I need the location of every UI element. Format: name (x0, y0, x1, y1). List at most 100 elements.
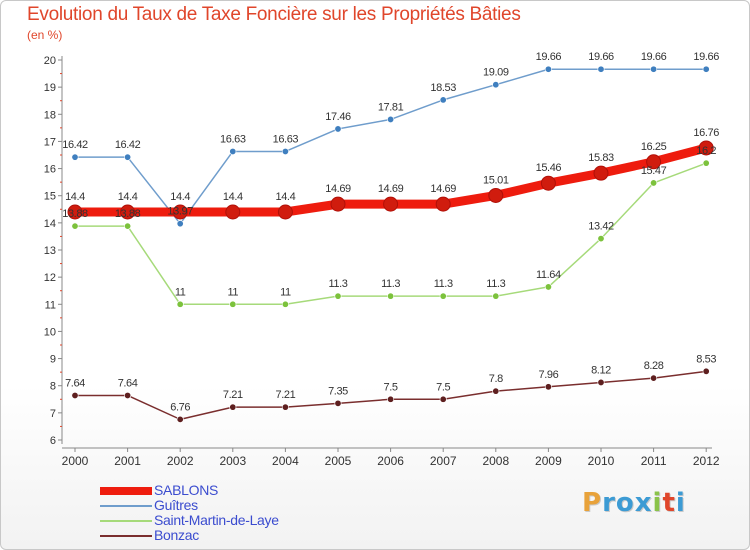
data-label-saint-martin-de-laye: 11.3 (434, 278, 453, 290)
data-point-sablons (488, 187, 504, 203)
x-tick-label: 2008 (482, 454, 509, 468)
data-point-sablons (330, 196, 346, 212)
legend-swatch-bonzac (100, 535, 152, 537)
line-chart: 6 7 8 9 10 11 12 13 14 15 16 17 18 19 20 2000 2001 2002 20… (44, 51, 720, 468)
y-tick-label: 9 (50, 354, 56, 366)
data-point-sablons (383, 196, 399, 212)
y-tick-label: 7 (50, 408, 56, 420)
data-point-bonzac (544, 383, 552, 391)
data-point-guitres (597, 65, 605, 73)
data-point-bonzac (387, 395, 395, 403)
y-tick-label: 11 (45, 299, 56, 311)
data-label-sablons: 15.46 (536, 162, 562, 174)
legend-swatch-sablons (100, 487, 152, 495)
data-point-saint-martin-de-laye (176, 300, 184, 308)
y-tick-label: 12 (44, 272, 56, 284)
y-tick-label: 19 (44, 82, 56, 94)
data-label-guitres: 18.53 (430, 82, 456, 94)
data-label-bonzac: 6.76 (170, 401, 190, 413)
data-point-guitres (439, 96, 447, 104)
data-label-saint-martin-de-laye: 11.3 (486, 278, 505, 290)
data-point-guitres (492, 81, 500, 89)
x-tick-label: 2003 (219, 454, 246, 468)
data-point-guitres (702, 65, 710, 73)
y-tick-label: 17 (44, 136, 56, 148)
brand-logo-letter: P (582, 488, 603, 518)
data-label-bonzac: 7.21 (223, 389, 243, 401)
data-label-guitres: 16.42 (62, 139, 88, 151)
brand-logo-letter: t (662, 488, 676, 518)
data-point-bonzac (597, 378, 605, 386)
data-point-sablons (225, 204, 241, 220)
data-point-saint-martin-de-laye (71, 222, 79, 230)
data-point-bonzac (702, 367, 710, 375)
brand-logo: Proxiti (582, 488, 686, 518)
data-label-guitres: 13.97 (167, 206, 193, 218)
data-label-saint-martin-de-laye: 11 (227, 286, 238, 298)
data-label-saint-martin-de-laye: 11 (175, 286, 186, 298)
data-label-saint-martin-de-laye: 11 (280, 286, 291, 298)
data-label-saint-martin-de-laye: 11.3 (381, 278, 400, 290)
data-label-sablons: 14.69 (430, 183, 456, 195)
data-label-sablons: 14.69 (378, 183, 404, 195)
legend-label: Guîtres (154, 497, 198, 513)
data-point-sablons (593, 165, 609, 181)
legend-item-bonzac: Bonzac (100, 527, 360, 543)
data-label-sablons: 14.4 (223, 191, 243, 203)
y-tick-label: 10 (44, 326, 56, 338)
data-point-guitres (229, 147, 237, 155)
x-tick-label: 2004 (272, 454, 299, 468)
data-label-saint-martin-de-laye: 16.2 (696, 145, 716, 157)
data-label-sablons: 14.69 (325, 183, 351, 195)
data-label-bonzac: 7.5 (436, 381, 450, 393)
legend-item-sablons: SABLONS (100, 482, 360, 498)
data-label-sablons: 15.83 (588, 152, 614, 164)
data-label-bonzac: 7.8 (489, 373, 503, 385)
data-point-bonzac (124, 391, 132, 399)
x-tick-label: 2006 (377, 454, 404, 468)
data-point-sablons (277, 204, 293, 220)
data-point-bonzac (650, 374, 658, 382)
brand-logo-letter: o (615, 488, 635, 518)
data-label-sablons: 16.25 (641, 141, 667, 153)
legend-swatch-saint-martin-de-laye (100, 520, 152, 522)
data-label-bonzac: 7.5 (384, 381, 398, 393)
data-point-guitres (387, 115, 395, 123)
data-point-bonzac (71, 391, 79, 399)
y-tick-label: 6 (50, 435, 56, 447)
data-point-bonzac (281, 403, 289, 411)
x-tick-label: 2012 (693, 454, 720, 468)
data-label-bonzac: 7.64 (65, 377, 85, 389)
data-point-saint-martin-de-laye (387, 292, 395, 300)
data-label-guitres: 19.09 (483, 67, 509, 79)
legend-item-saint-martin-de-laye: Saint-Martin-de-Laye (100, 512, 360, 528)
data-point-sablons (172, 204, 188, 220)
data-point-bonzac (176, 415, 184, 423)
data-label-guitres: 19.66 (641, 51, 667, 63)
chart-unit-label: (en %) (27, 28, 63, 42)
x-tick-label: 2000 (62, 454, 89, 468)
data-label-sablons: 14.4 (118, 191, 138, 203)
x-tick-label: 2002 (167, 454, 194, 468)
data-point-saint-martin-de-laye (544, 283, 552, 291)
data-point-sablons (120, 204, 136, 220)
data-point-saint-martin-de-laye (124, 222, 132, 230)
data-label-guitres: 17.46 (325, 111, 351, 123)
data-point-guitres (334, 125, 342, 133)
x-tick-label: 2009 (535, 454, 562, 468)
brand-logo-letter: x (634, 488, 653, 518)
data-point-sablons (646, 154, 662, 170)
legend-label: Bonzac (154, 527, 199, 543)
data-label-bonzac: 7.64 (118, 377, 138, 389)
data-label-bonzac: 8.28 (644, 360, 664, 372)
chart-title: Evolution du Taux de Taxe Foncière sur l… (27, 4, 521, 25)
data-label-sablons: 15.01 (483, 174, 509, 186)
data-point-saint-martin-de-laye (492, 292, 500, 300)
legend-label: Saint-Martin-de-Laye (154, 512, 279, 528)
y-tick-label: 18 (44, 109, 56, 121)
data-label-sablons: 14.4 (170, 191, 190, 203)
brand-logo-letter: i (675, 488, 686, 518)
data-label-sablons: 16.76 (693, 127, 719, 139)
data-point-guitres (71, 153, 79, 161)
